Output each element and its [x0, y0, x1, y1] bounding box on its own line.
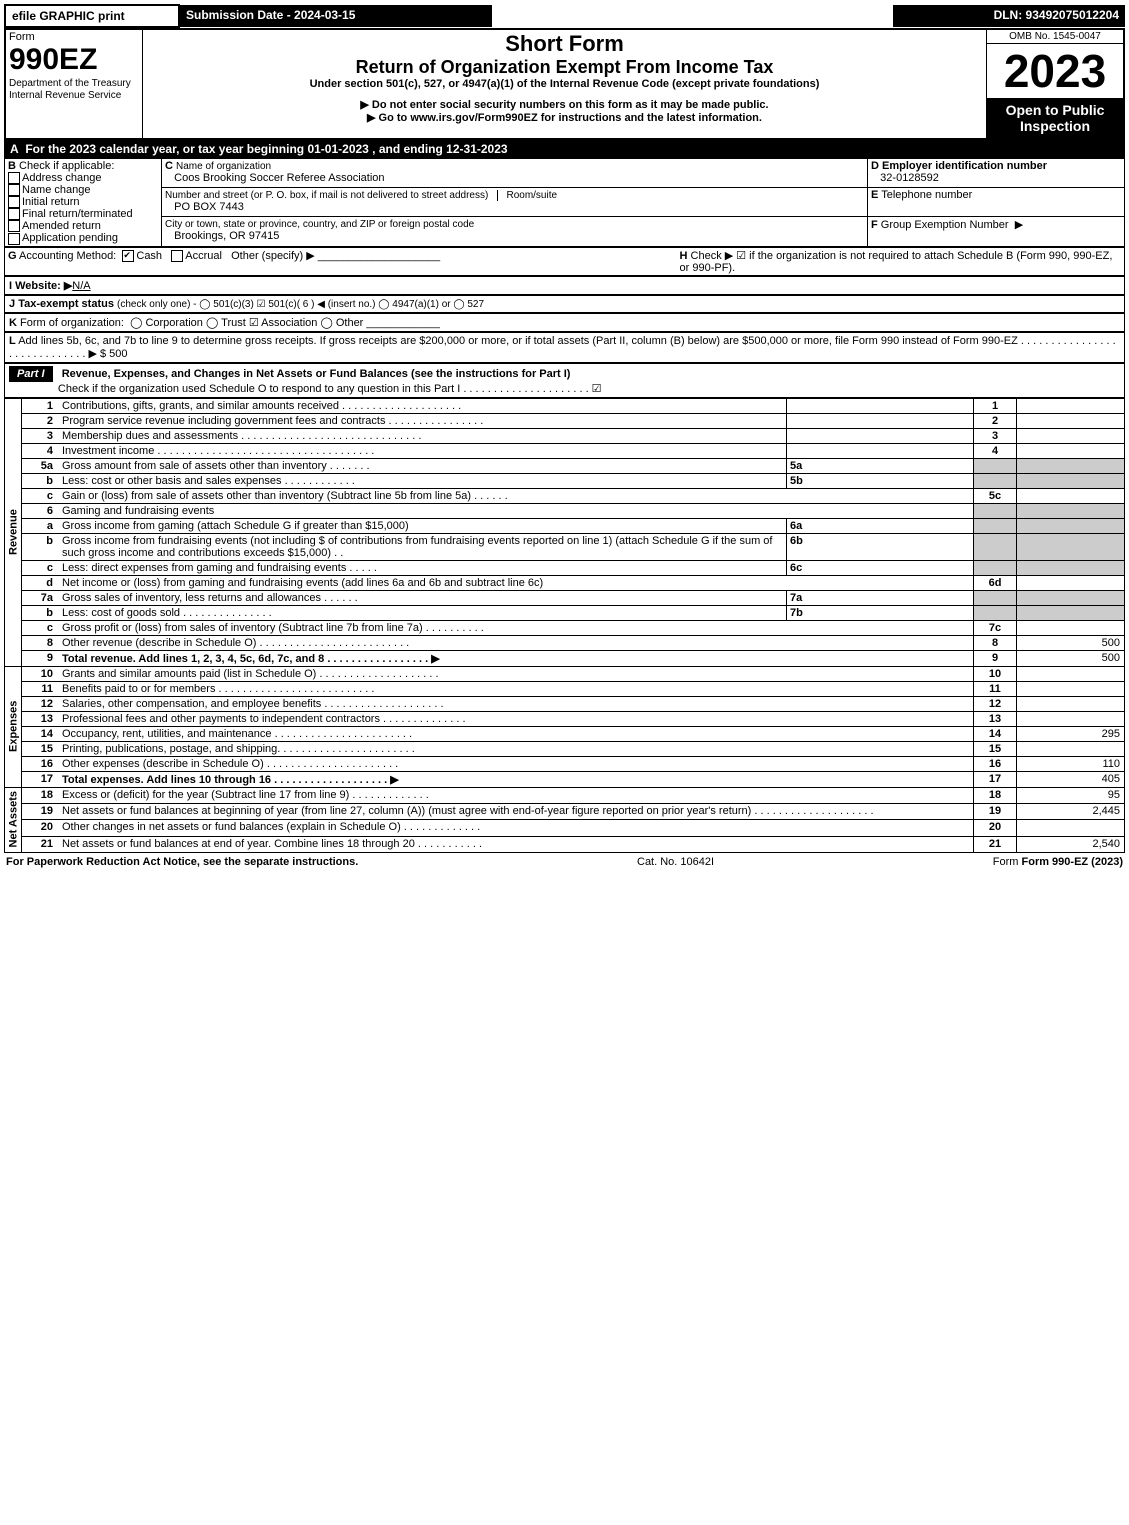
room-label: Room/suite [497, 190, 557, 201]
expenses-label: Expenses [5, 666, 22, 787]
part1-title: Revenue, Expenses, and Changes in Net As… [62, 368, 571, 380]
line-6c: Less: direct expenses from gaming and fu… [59, 560, 787, 575]
d-label: Employer identification number [882, 160, 1047, 172]
net-assets-label: Net Assets [5, 787, 22, 852]
footer-left: For Paperwork Reduction Act Notice, see … [6, 856, 358, 868]
cb-accrual[interactable] [171, 250, 183, 262]
dln: DLN: 93492075012204 [893, 5, 1125, 27]
website: N/A [72, 280, 90, 292]
arrow-icon: ▶ [1015, 219, 1023, 231]
line-21: Net assets or fund balances at end of ye… [59, 836, 974, 852]
inspection-badge: Open to Public Inspection [987, 98, 1123, 138]
page-footer: For Paperwork Reduction Act Notice, see … [4, 853, 1125, 871]
form-word: Form [9, 31, 35, 43]
line-2: Program service revenue including govern… [59, 413, 787, 428]
part1-header: Part I Revenue, Expenses, and Changes in… [4, 363, 1125, 398]
city-label: City or town, state or province, country… [165, 219, 474, 230]
title-short-form: Short Form [146, 31, 983, 57]
f-label: Group Exemption Number [881, 219, 1009, 231]
e-label: Telephone number [881, 189, 972, 201]
line-g: G Accounting Method: Cash Accrual Other … [5, 247, 677, 275]
line-17: Total expenses. Add lines 10 through 16 … [59, 771, 974, 787]
line-10: Grants and similar amounts paid (list in… [59, 666, 974, 681]
lines-table: Revenue 1Contributions, gifts, grants, a… [4, 398, 1125, 853]
line-13: Professional fees and other payments to … [59, 711, 974, 726]
line-j: J Tax-exempt status (check only one) - ◯… [4, 295, 1125, 313]
line-9: Total revenue. Add lines 1, 2, 3, 4, 5c,… [59, 650, 974, 666]
org-name: Coos Brooking Soccer Referee Association [174, 172, 384, 184]
title-return: Return of Organization Exempt From Incom… [146, 57, 983, 78]
line-1: Contributions, gifts, grants, and simila… [59, 398, 787, 413]
form-number: 990EZ [9, 43, 97, 76]
line-k: K Form of organization: ◯ Corporation ◯ … [4, 313, 1125, 332]
ein: 32-0128592 [880, 172, 939, 184]
dept: Department of the Treasury Internal Reve… [9, 78, 131, 101]
cb-application-pending[interactable] [8, 233, 20, 245]
line-5b: Less: cost or other basis and sales expe… [59, 473, 787, 488]
cb-amended-return[interactable] [8, 220, 20, 232]
part1-check: Check if the organization used Schedule … [58, 383, 602, 395]
footer-cat: Cat. No. 10642I [637, 856, 714, 868]
line-7c: Gross profit or (loss) from sales of inv… [59, 620, 974, 635]
cb-initial-return[interactable] [8, 196, 20, 208]
line-5c: Gain or (loss) from sale of assets other… [59, 488, 974, 503]
section-b: B Check if applicable: Address change Na… [5, 159, 162, 247]
subtitle: Under section 501(c), 527, or 4947(a)(1)… [146, 78, 983, 90]
line-7b: Less: cost of goods sold . . . . . . . .… [59, 605, 787, 620]
efile-print-button[interactable]: efile GRAPHIC print [5, 5, 179, 27]
line-l: L Add lines 5b, 6c, and 7b to line 9 to … [4, 332, 1125, 363]
footer-right: Form Form 990-EZ (2023) [993, 856, 1123, 868]
line-6: Gaming and fundraising events [59, 503, 974, 518]
cb-name-change[interactable] [8, 184, 20, 196]
tax-year: 2023 [987, 44, 1123, 98]
line-11: Benefits paid to or for members . . . . … [59, 681, 974, 696]
form-header: Form 990EZ Department of the Treasury In… [4, 28, 1125, 140]
line-3: Membership dues and assessments . . . . … [59, 428, 787, 443]
cb-address-change[interactable] [8, 172, 20, 184]
line-i: I Website: ▶N/A [4, 276, 1125, 295]
entity-block: B Check if applicable: Address change Na… [4, 158, 1125, 247]
cb-final-return[interactable] [8, 208, 20, 220]
submission-date: Submission Date - 2024-03-15 [179, 5, 492, 27]
street: PO BOX 7443 [174, 201, 244, 213]
line-6b: Gross income from fundraising events (no… [59, 533, 787, 560]
line-15: Printing, publications, postage, and shi… [59, 741, 974, 756]
line-6a: Gross income from gaming (attach Schedul… [59, 518, 787, 533]
cb-cash[interactable] [122, 250, 134, 262]
c-name-label: Name of organization [176, 161, 271, 172]
part1-label: Part I [9, 366, 53, 382]
street-label: Number and street (or P. O. box, if mail… [165, 190, 488, 201]
top-bar: efile GRAPHIC print Submission Date - 20… [4, 4, 1125, 28]
irs-link[interactable]: ▶ Go to www.irs.gov/Form990EZ for instru… [146, 111, 983, 124]
line-14: Occupancy, rent, utilities, and maintena… [59, 726, 974, 741]
other-specify: Other (specify) ▶ [231, 250, 315, 262]
revenue-label: Revenue [5, 398, 22, 666]
line-5a: Gross amount from sale of assets other t… [59, 458, 787, 473]
city: Brookings, OR 97415 [174, 230, 279, 242]
line-a: A For the 2023 calendar year, or tax yea… [4, 140, 1125, 158]
line-12: Salaries, other compensation, and employ… [59, 696, 974, 711]
line-18: Excess or (deficit) for the year (Subtra… [59, 787, 974, 803]
omb-no: OMB No. 1545-0047 [987, 29, 1125, 44]
line-20: Other changes in net assets or fund bala… [59, 820, 974, 836]
line-4: Investment income . . . . . . . . . . . … [59, 443, 787, 458]
ssn-warning: ▶ Do not enter social security numbers o… [146, 98, 983, 111]
line-8: Other revenue (describe in Schedule O) .… [59, 635, 974, 650]
line-16: Other expenses (describe in Schedule O) … [59, 756, 974, 771]
line-7a: Gross sales of inventory, less returns a… [59, 590, 787, 605]
line-19: Net assets or fund balances at beginning… [59, 803, 974, 819]
line-h: H Check ▶ ☑ if the organization is not r… [677, 247, 1125, 275]
line-6d: Net income or (loss) from gaming and fun… [59, 575, 974, 590]
